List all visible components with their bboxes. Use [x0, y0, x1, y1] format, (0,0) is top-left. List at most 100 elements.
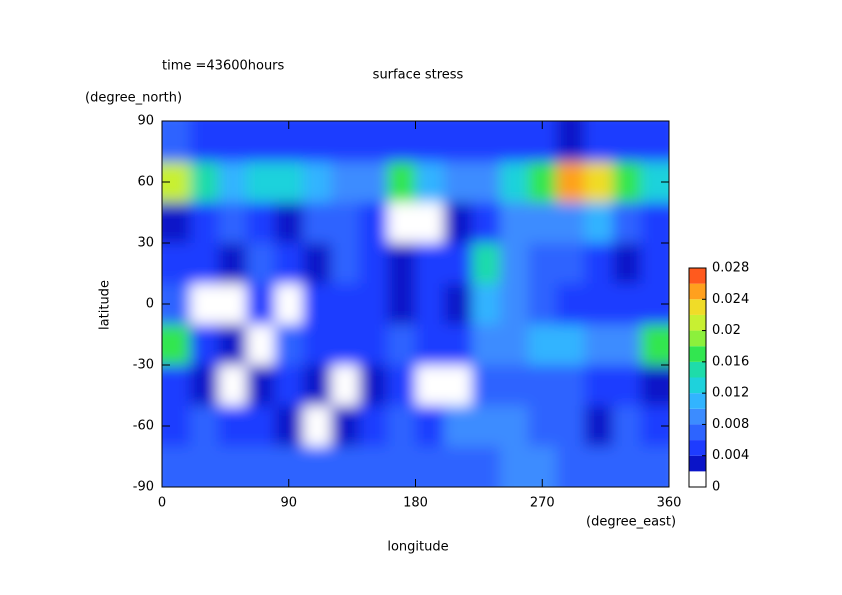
field-cell — [246, 405, 276, 447]
field — [162, 121, 669, 487]
field-cell — [528, 405, 557, 447]
colorbar-segment — [689, 299, 706, 315]
field-cell — [246, 446, 276, 487]
field-cell — [302, 243, 332, 285]
field-cell — [612, 202, 642, 244]
field-cell — [387, 365, 416, 407]
field-cell — [246, 161, 276, 203]
field-cell — [584, 161, 614, 203]
field-cell — [640, 324, 669, 366]
field-cell — [612, 324, 642, 366]
field-cell — [443, 202, 473, 244]
field-cell — [331, 243, 360, 285]
field-cell — [640, 202, 669, 244]
y-tick-label: 30 — [137, 236, 154, 251]
field-cell — [471, 365, 501, 407]
field-cell — [415, 405, 445, 447]
field-cell — [359, 121, 388, 163]
field-cell — [246, 121, 276, 163]
field-cell — [500, 202, 529, 244]
field-cell — [415, 243, 445, 285]
field-cell — [331, 446, 360, 487]
colorbar-segment — [689, 377, 706, 394]
field-cell — [218, 161, 247, 203]
field-cell — [471, 161, 501, 203]
field-cell — [612, 405, 642, 447]
y-tick-label: -90 — [133, 480, 154, 495]
field-cell — [443, 243, 473, 285]
field-cell — [584, 405, 614, 447]
field-cell — [218, 202, 247, 244]
field-cell — [274, 405, 304, 447]
field-cell — [218, 243, 247, 285]
field-cell — [415, 365, 445, 407]
colorbar-tick-label: 0.016 — [712, 354, 749, 369]
field-cell — [500, 243, 529, 285]
field-cell — [415, 283, 445, 325]
field-cell — [556, 121, 585, 163]
field-cell — [443, 324, 473, 366]
y-tick-label: 60 — [137, 175, 154, 190]
field-cell — [190, 121, 219, 163]
y-tick-label: -60 — [133, 419, 154, 434]
x-tick-label: 0 — [158, 496, 166, 511]
field-cell — [190, 161, 219, 203]
field-cell — [556, 405, 585, 447]
field-cell — [443, 121, 473, 163]
field-cell — [387, 405, 416, 447]
field-cell — [471, 405, 501, 447]
field-cell — [528, 324, 557, 366]
field-cell — [640, 121, 669, 163]
field-cell — [640, 243, 669, 285]
field-cell — [302, 202, 332, 244]
x-tick-label: 270 — [530, 496, 555, 511]
field-cell — [612, 446, 642, 487]
field-cell — [246, 283, 276, 325]
field-cell — [274, 365, 304, 407]
subtitle: time =43600hours — [162, 59, 285, 74]
field-cell — [640, 365, 669, 407]
field-cell — [612, 121, 642, 163]
field-cell — [415, 446, 445, 487]
field-cell — [612, 243, 642, 285]
field-cell — [556, 161, 585, 203]
field-cell — [387, 121, 416, 163]
field-cell — [274, 202, 304, 244]
field-cell — [359, 324, 388, 366]
field-cell — [500, 283, 529, 325]
colorbar-segment — [689, 408, 706, 425]
field-cell — [415, 161, 445, 203]
field-cell — [443, 365, 473, 407]
colorbar-segment — [689, 268, 706, 284]
y-unit: (degree_north) — [85, 91, 182, 106]
field-cell — [359, 365, 388, 407]
x-tick-label: 90 — [280, 496, 297, 511]
field-cell — [359, 202, 388, 244]
field-cell — [387, 243, 416, 285]
x-unit: (degree_east) — [586, 515, 676, 530]
field-cell — [556, 324, 585, 366]
colorbar-segment — [689, 361, 706, 378]
y-tick-label: -30 — [133, 358, 154, 373]
field-cell — [302, 446, 332, 487]
field-cell — [218, 283, 247, 325]
field-cell — [162, 446, 191, 487]
field-cell — [471, 446, 501, 487]
field-cell — [387, 202, 416, 244]
field-cell — [274, 283, 304, 325]
field-cell — [302, 283, 332, 325]
field-cell — [471, 283, 501, 325]
field-cell — [387, 283, 416, 325]
colorbar-tick-label: 0.008 — [712, 417, 749, 432]
field-cell — [471, 202, 501, 244]
field-cell — [274, 121, 304, 163]
field-cell — [359, 283, 388, 325]
field-cell — [443, 161, 473, 203]
field-cell — [359, 161, 388, 203]
field-cell — [162, 365, 191, 407]
colorbar-segment — [689, 393, 706, 409]
colorbar-segment — [689, 283, 706, 300]
field-cell — [528, 283, 557, 325]
field-cell — [331, 324, 360, 366]
field-cell — [162, 405, 191, 447]
